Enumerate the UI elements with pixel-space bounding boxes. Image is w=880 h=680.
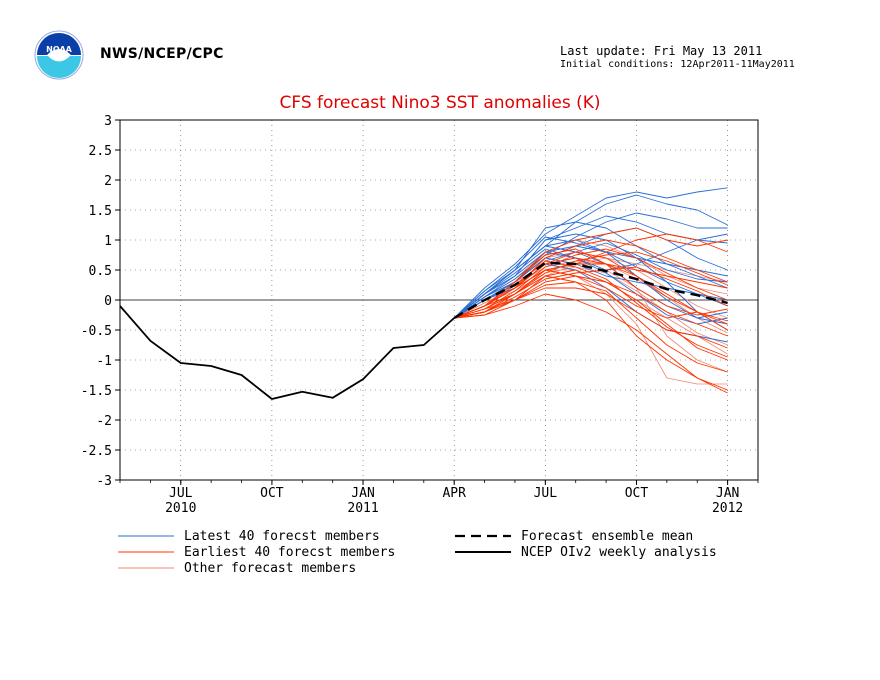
org-label: NWS/NCEP/CPC bbox=[100, 46, 224, 62]
x-tick-label: JAN bbox=[716, 486, 739, 501]
y-tick-label: 2 bbox=[104, 174, 112, 189]
initial-conditions-label: Initial conditions: 12Apr2011-11May2011 bbox=[560, 59, 795, 70]
analysis-line bbox=[119, 305, 455, 400]
latest-member-line bbox=[453, 239, 728, 325]
earliest-member-line bbox=[454, 248, 728, 319]
y-tick-label: -1.5 bbox=[81, 384, 112, 399]
earliest-member-line bbox=[454, 293, 728, 394]
y-tick-label: 1 bbox=[104, 234, 112, 249]
x-tick-label: APR bbox=[442, 486, 466, 501]
x-tick-label: OCT bbox=[260, 486, 284, 501]
grid-lines bbox=[120, 120, 758, 480]
legend-label-latest: Latest 40 forecst members bbox=[184, 529, 380, 544]
legend-label-analysis: NCEP OIv2 weekly analysis bbox=[521, 545, 717, 560]
logo-text: NOAA bbox=[46, 45, 72, 54]
ensemble-mean-line bbox=[453, 261, 728, 320]
chart-title: CFS forecast Nino3 SST anomalies (K) bbox=[279, 93, 600, 113]
earliest-member-line bbox=[454, 251, 728, 322]
y-tick-label: 0.5 bbox=[89, 264, 112, 279]
y-tick-label: -0.5 bbox=[81, 324, 112, 339]
last-update-label: Last update: Fri May 13 2011 bbox=[560, 44, 763, 58]
x-tick-label: OCT bbox=[625, 486, 649, 501]
y-tick-label: -2.5 bbox=[81, 444, 112, 459]
y-tick-label: 2.5 bbox=[89, 144, 112, 159]
other-member-line bbox=[453, 257, 728, 373]
earliest-member-line bbox=[454, 269, 728, 337]
earliest-member-line bbox=[454, 260, 728, 358]
legend-label-mean: Forecast ensemble mean bbox=[521, 529, 693, 544]
x-tick-label: JUL bbox=[169, 486, 193, 501]
y-tick-label: 1.5 bbox=[89, 204, 112, 219]
latest-member-line bbox=[453, 212, 728, 319]
y-tick-label: -3 bbox=[96, 474, 112, 489]
y-tick-label: 0 bbox=[104, 294, 112, 309]
y-tick-label: -2 bbox=[96, 414, 112, 429]
latest-member-line bbox=[453, 236, 728, 319]
axes-layer: 32.521.510.50-0.5-1-1.5-2-2.5-3JUL2010OC… bbox=[81, 114, 759, 516]
x-tick-year: 2011 bbox=[347, 501, 378, 516]
latest-member-line bbox=[453, 248, 728, 325]
y-tick-label: 3 bbox=[104, 114, 112, 129]
latest-member-line bbox=[453, 227, 728, 319]
earliest-member-line bbox=[454, 269, 728, 325]
noaa-logo: NOAA bbox=[34, 30, 84, 80]
earliest-member-line bbox=[454, 248, 728, 319]
legend: Latest 40 forecst members Forecast ensemb… bbox=[118, 529, 717, 576]
latest-member-line bbox=[453, 187, 728, 319]
earliest-member-line bbox=[454, 251, 728, 319]
legend-label-earliest: Earliest 40 forecst members bbox=[184, 545, 395, 560]
x-tick-year: 2012 bbox=[712, 501, 743, 516]
series-layer bbox=[119, 187, 728, 400]
earliest-member-line bbox=[454, 266, 728, 319]
earliest-member-line bbox=[454, 275, 728, 391]
y-tick-label: -1 bbox=[96, 354, 112, 369]
plot-frame bbox=[119, 119, 759, 481]
x-tick-year: 2010 bbox=[165, 501, 196, 516]
legend-label-other: Other forecast members bbox=[184, 561, 356, 576]
earliest-member-line bbox=[454, 281, 728, 373]
x-tick-label: JUL bbox=[534, 486, 558, 501]
x-tick-label: JAN bbox=[351, 486, 374, 501]
earliest-member-line bbox=[454, 275, 728, 361]
